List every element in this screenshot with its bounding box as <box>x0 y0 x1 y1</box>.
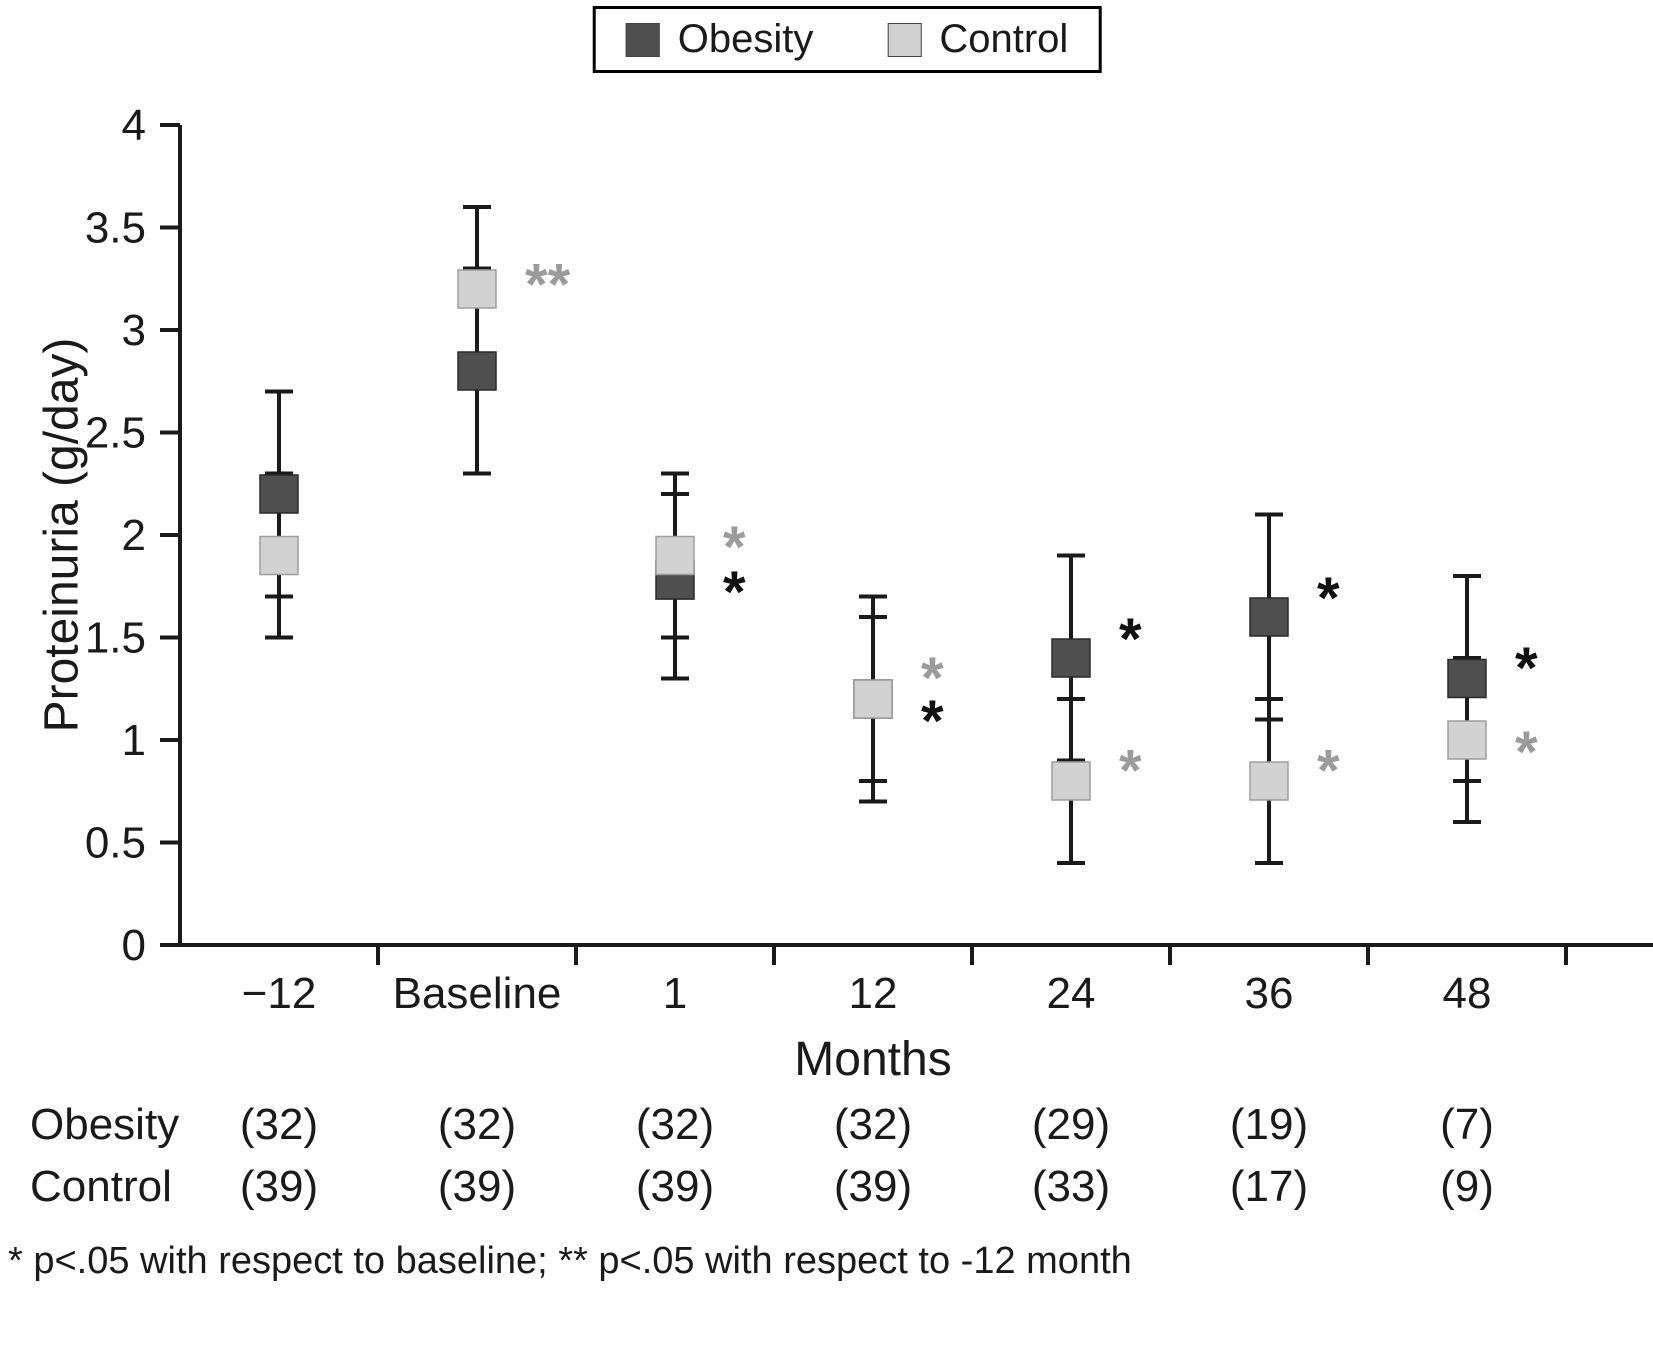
significance-asterisk: * <box>1119 607 1142 672</box>
sample-size-cell: (17) <box>1229 1162 1309 1211</box>
control-marker <box>1447 720 1487 760</box>
significance-asterisk: * <box>723 560 746 625</box>
obesity-marker <box>1051 638 1091 678</box>
sample-size-cell: (39) <box>239 1162 319 1211</box>
y-tick-label: 0 <box>122 921 146 970</box>
x-tick-label: 24 <box>1047 969 1096 1018</box>
significance-asterisk: * <box>1515 636 1538 701</box>
significance-asterisk: * <box>1317 738 1340 803</box>
sample-size-cell: (9) <box>1440 1162 1494 1211</box>
sample-size-cell: (39) <box>635 1162 715 1211</box>
x-tick-label: 1 <box>663 969 687 1018</box>
sample-size-cell: (32) <box>833 1100 913 1149</box>
control-marker <box>259 535 299 576</box>
sample-size-cell: (32) <box>635 1100 715 1149</box>
significance-asterisk: * <box>921 689 944 754</box>
control-marker <box>457 269 497 309</box>
significance-asterisk: * <box>1515 720 1538 785</box>
x-axis-title: Months <box>794 1033 952 1086</box>
row-label-control: Control <box>30 1162 172 1211</box>
sample-size-cell: (32) <box>437 1100 517 1149</box>
obesity-marker <box>1249 597 1289 637</box>
significance-asterisk: * <box>921 646 944 711</box>
footnote: * p<.05 with respect to baseline; ** p<.… <box>8 1240 1132 1282</box>
x-tick-label: 12 <box>849 969 898 1018</box>
legend-label-control: Control <box>939 17 1069 61</box>
y-tick-label: 1.5 <box>85 614 146 663</box>
y-tick-label: 1 <box>122 716 146 765</box>
sample-size-cell: (33) <box>1031 1162 1111 1211</box>
significance-asterisk: * <box>723 515 746 580</box>
control-marker <box>1249 761 1289 801</box>
sample-size-row-control: Control (39) (39) (39) (39) (33) (17) (9) <box>0 1162 1653 1214</box>
sample-size-cell: (7) <box>1440 1100 1494 1149</box>
control-swatch-icon <box>887 22 922 57</box>
y-tick-label: 3 <box>122 306 146 355</box>
significance-asterisk: * <box>1119 738 1142 803</box>
y-tick-label: 0.5 <box>85 819 146 868</box>
sample-size-row-obesity: Obesity (32) (32) (32) (32) (29) (19) (7) <box>0 1100 1653 1152</box>
legend-item-obesity: Obesity <box>625 17 814 62</box>
row-label-obesity: Obesity <box>30 1100 180 1149</box>
control-marker <box>655 535 695 576</box>
sample-size-cell: (29) <box>1031 1100 1111 1149</box>
y-tick-label: 3.5 <box>85 204 146 253</box>
y-axis-title: Proteinuria (g/day) <box>35 337 89 733</box>
sample-size-cell: (39) <box>833 1162 913 1211</box>
legend-item-control: Control <box>887 17 1068 62</box>
y-tick-label: 2.5 <box>85 409 146 458</box>
x-tick-label: −12 <box>242 969 317 1018</box>
y-tick-label: 4 <box>122 101 146 150</box>
significance-asterisk: * <box>1317 566 1340 631</box>
obesity-marker <box>259 474 299 514</box>
obesity-swatch-icon <box>625 22 660 57</box>
sample-size-cell: (19) <box>1229 1100 1309 1149</box>
legend-label-obesity: Obesity <box>677 17 814 61</box>
chart-legend: Obesity Control <box>592 6 1102 73</box>
sample-size-cell: (39) <box>437 1162 517 1211</box>
obesity-marker <box>1447 658 1487 699</box>
control-marker <box>1051 761 1091 801</box>
x-tick-label: 36 <box>1245 969 1294 1018</box>
control-marker <box>853 679 893 719</box>
obesity-marker <box>457 351 497 391</box>
x-tick-label: Baseline <box>393 969 562 1018</box>
y-tick-label: 2 <box>122 511 146 560</box>
sample-size-cell: (32) <box>239 1100 319 1149</box>
significance-asterisk: ** <box>525 253 571 318</box>
x-tick-label: 48 <box>1443 969 1492 1018</box>
